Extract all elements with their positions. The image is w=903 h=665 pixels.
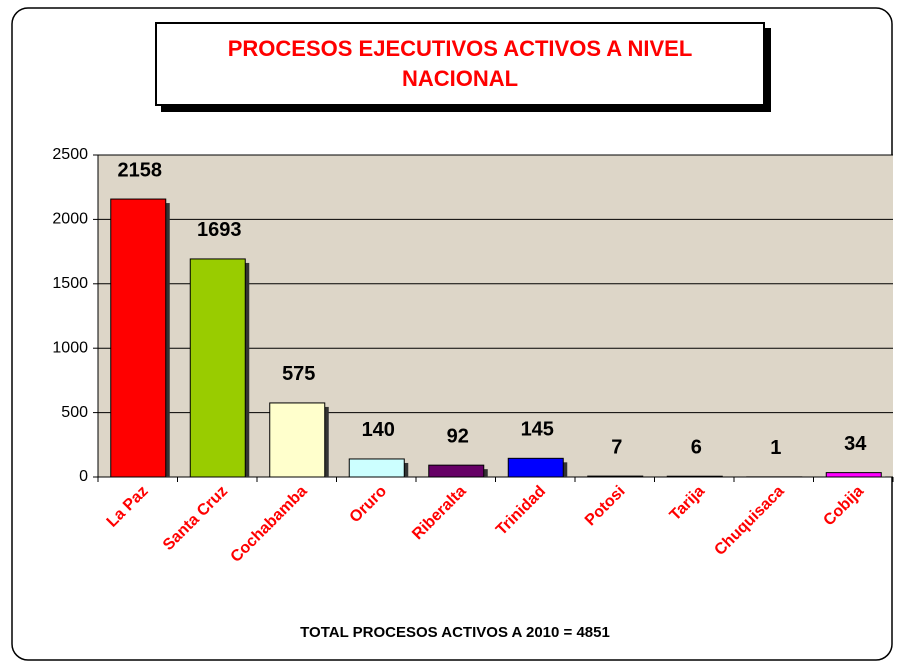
- bar: [348, 458, 405, 478]
- bar: [428, 464, 485, 478]
- value-label: 34: [844, 433, 867, 455]
- y-tick-label: 500: [61, 404, 88, 421]
- y-tick-label: 1000: [52, 339, 88, 356]
- value-label: 6: [691, 437, 702, 459]
- y-tick-label: 2500: [52, 146, 88, 163]
- chart-title: PROCESOS EJECUTIVOS ACTIVOS A NIVEL NACI…: [227, 36, 693, 91]
- bar: [587, 475, 644, 478]
- bar: [110, 198, 167, 478]
- bar: [507, 457, 564, 478]
- bar: [825, 472, 882, 478]
- value-label: 1693: [197, 219, 242, 241]
- value-label: 1: [770, 437, 781, 459]
- y-tick-label: 1500: [52, 275, 88, 292]
- bar: [269, 402, 326, 478]
- y-tick-label: 0: [79, 468, 88, 485]
- y-tick-label: 2000: [52, 211, 88, 228]
- bar: [189, 258, 246, 478]
- value-label: 140: [362, 419, 395, 441]
- value-label: 7: [611, 436, 622, 458]
- value-label: 145: [521, 419, 554, 441]
- bar: [666, 475, 723, 478]
- value-label: 575: [282, 363, 315, 385]
- value-label: 2158: [118, 159, 163, 181]
- value-label: 92: [447, 425, 469, 447]
- title-box: PROCESOS EJECUTIVOS ACTIVOS A NIVEL NACI…: [155, 22, 765, 106]
- footer: TOTAL PROCESOS ACTIVOS A 2010 = 4851: [300, 624, 610, 641]
